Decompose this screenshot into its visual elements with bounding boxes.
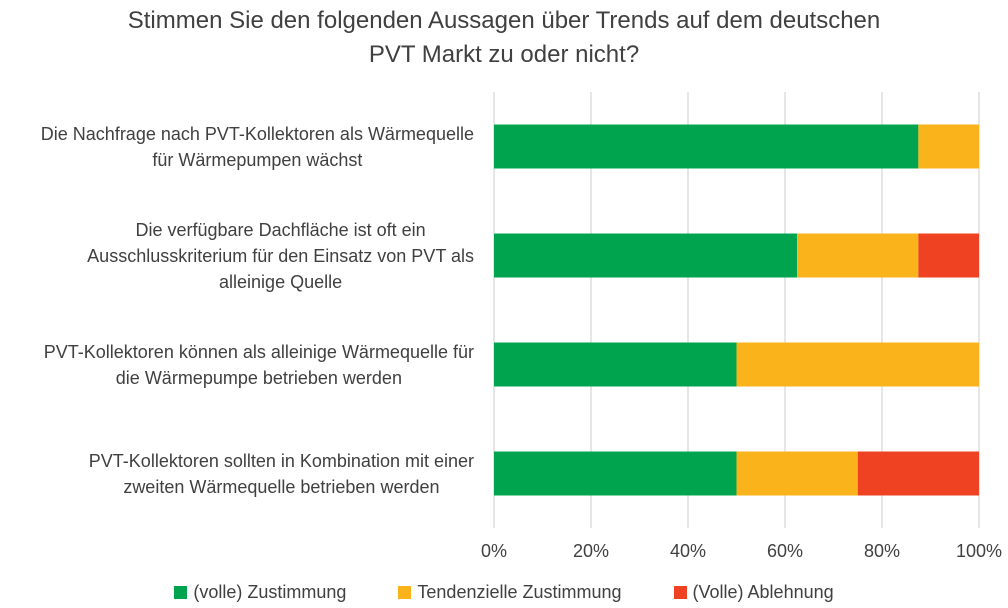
legend-label: (volle) Zustimmung	[193, 582, 347, 602]
x-axis-ticks: 0% 20% 40% 60% 80% 100%	[481, 541, 1002, 561]
category-label-line: Die verfügbare Dachfläche ist oft ein	[135, 219, 426, 240]
category-label-line: PVT-Kollektoren können als alleinige Wär…	[43, 341, 474, 362]
legend-item: (volle) Zustimmung	[174, 582, 346, 603]
x-tick-label: 80%	[864, 541, 900, 561]
x-tick-label: 0%	[481, 541, 507, 561]
bar-segment	[736, 451, 858, 496]
category-label-line: PVT-Kollektoren sollten in Kombination m…	[88, 450, 474, 471]
category-label-line: zweiten Wärmequelle betrieben werden	[123, 476, 440, 497]
bar-segment	[918, 124, 979, 169]
category-label: Die Nachfrage nach PVT-Kollektoren als W…	[41, 121, 474, 173]
x-tick-label: 40%	[670, 541, 706, 561]
legend-label: Tendenzielle Zustimmung	[417, 582, 622, 602]
x-tick-label: 20%	[573, 541, 609, 561]
bar-segment	[494, 342, 737, 387]
x-tick-label: 60%	[767, 541, 803, 561]
category-label-line: für Wärmepumpen wächst	[152, 149, 363, 170]
bar-segment	[736, 342, 979, 387]
category-label-line: Die Nachfrage nach PVT-Kollektoren als W…	[40, 123, 474, 144]
chart-title: Stimmen Sie den folgenden Aussagen über …	[0, 4, 1008, 72]
bar-segment	[494, 233, 798, 278]
legend-item: (Volle) Ablehnung	[673, 582, 834, 603]
category-label-line: die Wärmepumpe betrieben werden	[115, 367, 402, 388]
category-label: PVT-Kollektoren sollten in Kombination m…	[89, 448, 474, 500]
legend-swatch	[673, 586, 687, 599]
category-label: PVT-Kollektoren können als alleinige Wär…	[44, 339, 474, 391]
chart-title-line-1: Stimmen Sie den folgenden Aussagen über …	[127, 7, 881, 34]
bar-segment	[494, 124, 919, 169]
legend: (volle) Zustimmung Tendenzielle Zustimmun…	[0, 582, 1008, 603]
legend-item: Tendenzielle Zustimmung	[398, 582, 622, 603]
category-label-line: alleinige Quelle	[219, 271, 343, 292]
bars	[494, 124, 979, 496]
legend-swatch	[398, 586, 412, 599]
bar-segment	[857, 451, 979, 496]
bar-segment	[494, 451, 737, 496]
legend-swatch	[174, 586, 188, 599]
legend-label: (Volle) Ablehnung	[692, 582, 834, 602]
x-tick-label: 100%	[956, 541, 1002, 561]
chart-title-line-2: PVT Markt zu oder nicht?	[368, 41, 640, 68]
bar-segment	[797, 233, 919, 278]
category-label-line: Ausschlusskriterium für den Einsatz von …	[87, 245, 474, 266]
category-label: Die verfügbare Dachfläche ist oft ein Aus…	[87, 217, 474, 295]
bar-segment	[918, 233, 979, 278]
